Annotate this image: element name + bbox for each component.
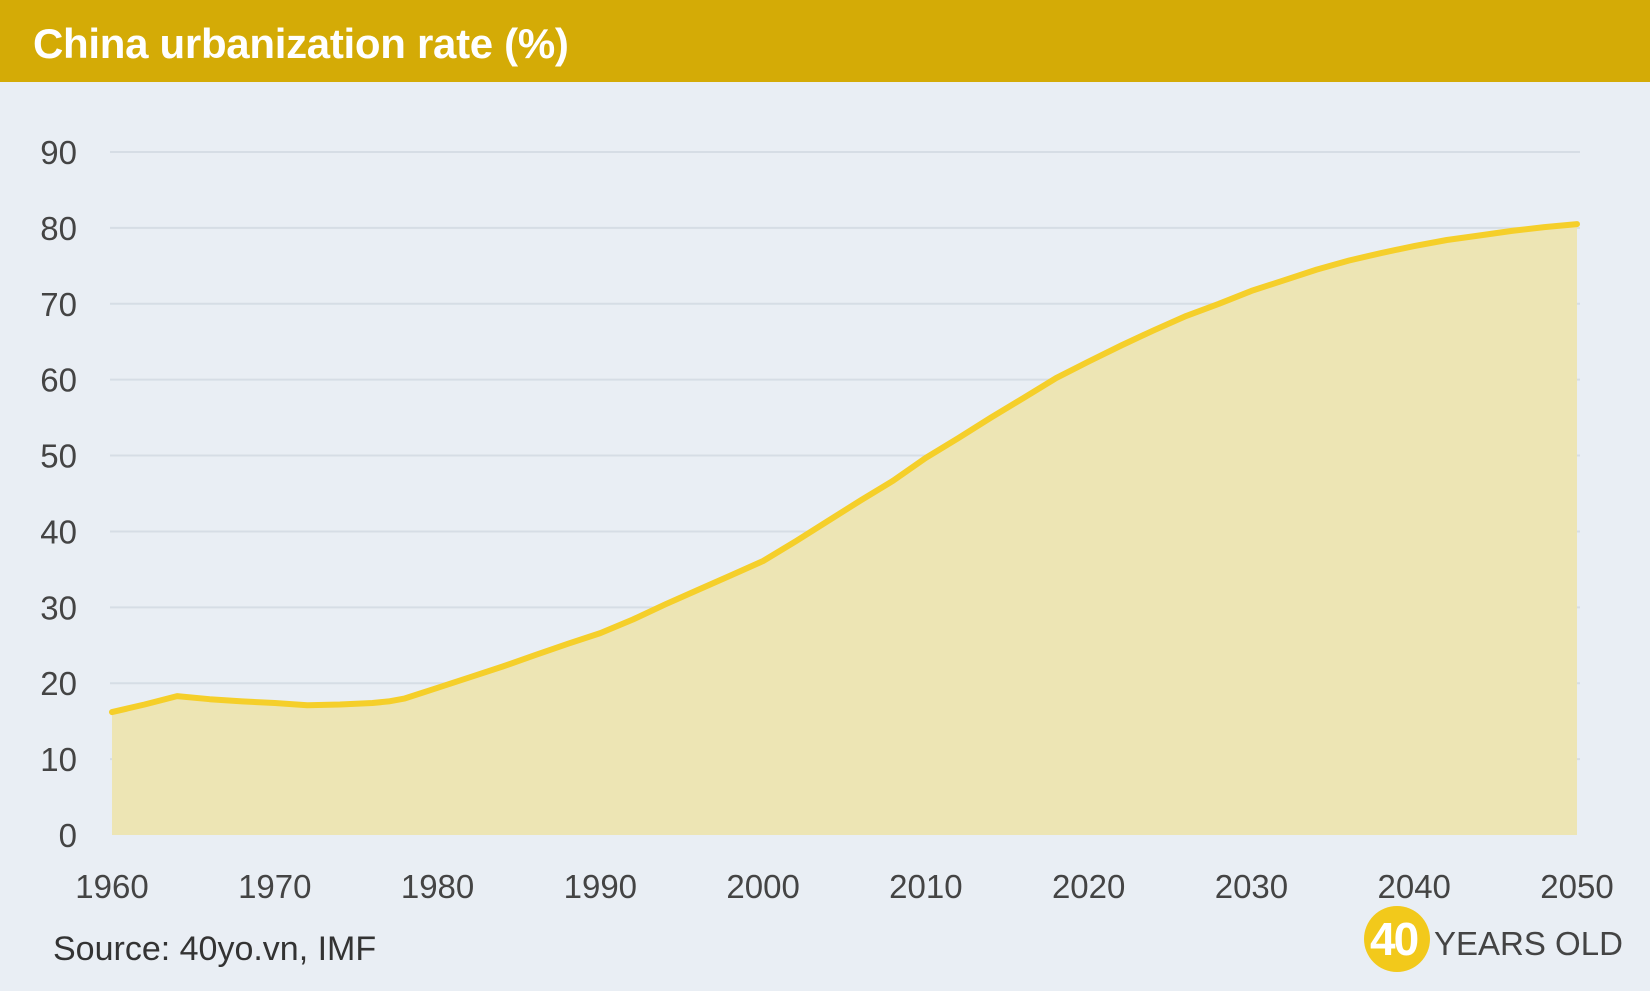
source-note: Source: 40yo.vn, IMF bbox=[53, 930, 377, 968]
x-tick-label: 2000 bbox=[726, 868, 799, 905]
logo-circle bbox=[1364, 906, 1430, 972]
logo-text: YEARS OLD bbox=[1434, 925, 1623, 962]
x-tick-label: 1960 bbox=[75, 868, 148, 905]
y-tick-label: 10 bbox=[40, 741, 77, 778]
chart-title: China urbanization rate (%) bbox=[33, 20, 569, 67]
y-tick-label: 80 bbox=[40, 210, 77, 247]
x-tick-label: 2030 bbox=[1215, 868, 1288, 905]
x-tick-label: 1980 bbox=[401, 868, 474, 905]
x-tick-label: 2020 bbox=[1052, 868, 1125, 905]
y-tick-label: 40 bbox=[40, 513, 77, 550]
area-fill bbox=[112, 224, 1577, 836]
y-tick-label: 60 bbox=[40, 362, 77, 399]
x-tick-label: 1970 bbox=[238, 868, 311, 905]
x-tick-label: 1990 bbox=[564, 868, 637, 905]
y-tick-label: 70 bbox=[40, 286, 77, 323]
header-bar: China urbanization rate (%) bbox=[0, 0, 1650, 82]
x-tick-label: 2040 bbox=[1378, 868, 1451, 905]
y-tick-label: 90 bbox=[40, 134, 77, 171]
y-tick-label: 20 bbox=[40, 665, 77, 702]
y-tick-label: 50 bbox=[40, 438, 77, 475]
y-tick-label: 0 bbox=[59, 817, 77, 854]
y-tick-label: 30 bbox=[40, 589, 77, 626]
brand-logo: 40 YEARS OLD bbox=[1364, 906, 1634, 978]
x-tick-label: 2010 bbox=[889, 868, 962, 905]
logo-number: 40 bbox=[1370, 913, 1419, 965]
x-tick-label: 2050 bbox=[1540, 868, 1613, 905]
series-line bbox=[109, 221, 1580, 716]
x-axis-ticks: 1960 1970 1980 1990 2000 2010 2020 2030 2040 2050 bbox=[75, 868, 1613, 905]
y-axis-ticks: 0 10 20 30 40 50 60 70 80 90 bbox=[40, 134, 77, 854]
